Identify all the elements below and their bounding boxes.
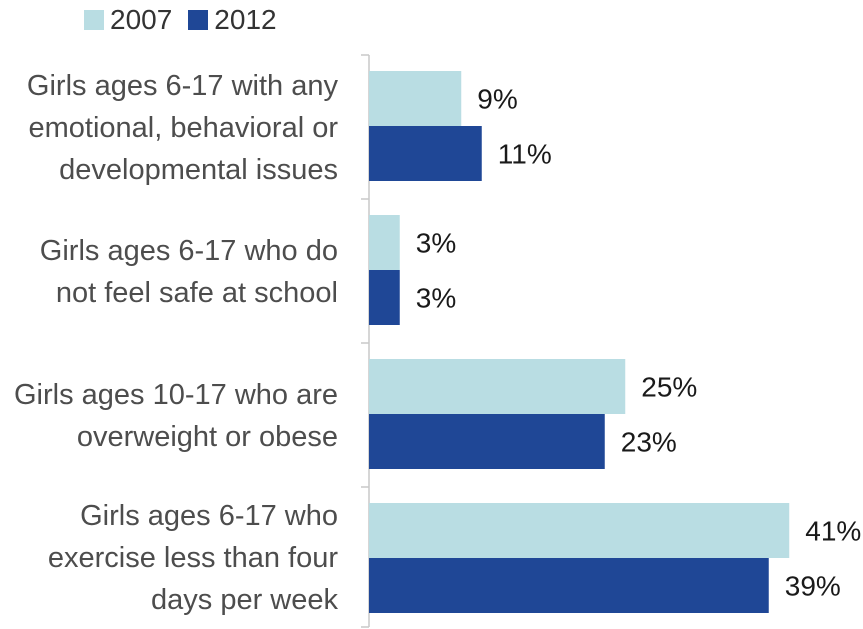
legend-item-2012: 2012: [188, 4, 277, 36]
bar-2007-1: [369, 71, 462, 126]
chart-legend: 2007 2012: [84, 4, 293, 36]
bar-2007-3: [369, 359, 626, 414]
legend-swatch-2012: [188, 10, 209, 30]
category-label: Girls ages 6-17 who do not feel safe at s…: [40, 235, 338, 309]
bar-2012-3: [369, 414, 605, 469]
legend-swatch-2007: [84, 10, 104, 30]
bar-2012-1: [369, 126, 482, 181]
category-label: Girls ages 10-17 who are overweight or ob…: [14, 379, 338, 453]
data-label: 41%: [805, 516, 861, 547]
legend-label-2012: 2012: [214, 4, 277, 35]
data-label: 3%: [416, 283, 456, 314]
data-label: 3%: [416, 228, 456, 259]
legend-label-2007: 2007: [110, 4, 173, 35]
bar-2007-4: [369, 503, 790, 558]
data-label: 11%: [498, 139, 552, 170]
category-label: Girls ages 6-17 who exercise less than fo…: [48, 500, 339, 616]
data-label: 39%: [785, 571, 841, 602]
category-label: Girls ages 6-17 with any emotional, behav…: [27, 70, 339, 186]
bar-2012-2: [369, 270, 400, 325]
data-label: 25%: [641, 372, 697, 403]
data-label: 9%: [477, 84, 517, 115]
bar-2007-2: [369, 215, 400, 270]
bar-2012-4: [369, 558, 769, 613]
data-label: 23%: [621, 427, 677, 458]
legend-item-2007: 2007: [84, 4, 172, 36]
